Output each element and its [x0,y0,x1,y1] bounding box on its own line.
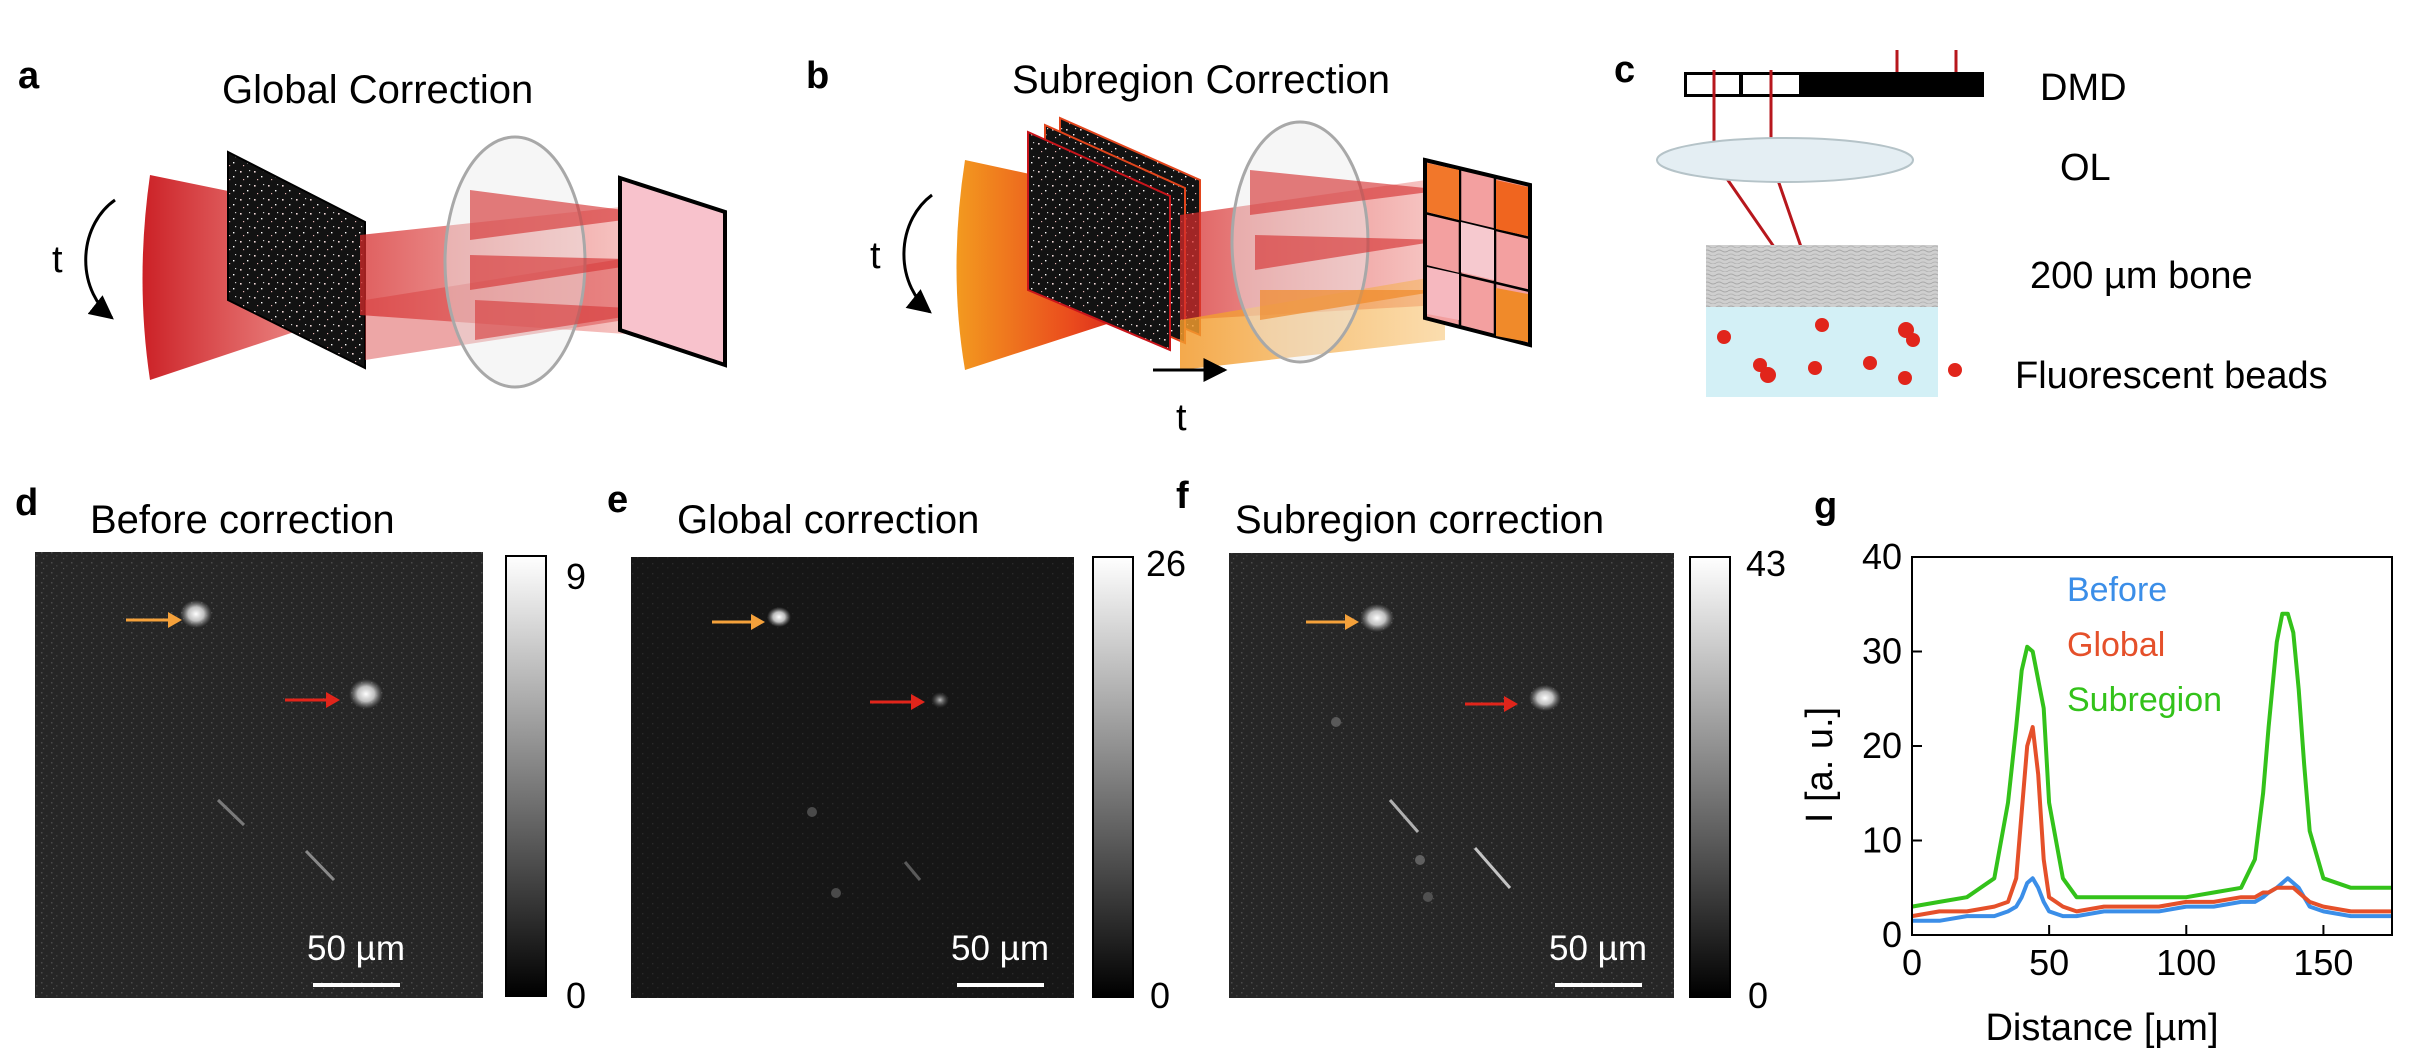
y-axis-label: I [a. u.] [1799,707,1841,823]
rotation-arrow [84,198,116,320]
x-tick-label: 0 [1902,942,1922,983]
panel-a-title: Global Correction [222,68,533,112]
red-arrowhead [1504,696,1518,712]
legend: Before Global Subregion [2067,571,2222,719]
colorbar [1092,556,1134,998]
panel-label-e: e [607,479,628,521]
series-line-global [1911,725,2392,919]
panel-label-c: c [1614,49,1635,91]
x-tick-label: 150 [2293,942,2353,983]
colorbar-max: 26 [1146,543,1186,584]
slm-mask-stack [1027,130,1171,352]
focus-cone [1250,170,1445,215]
orange-arrowhead [168,612,182,628]
series-layer [1911,611,2392,923]
beads-label: Fluorescent beads [2015,355,2328,397]
time-label: t [52,239,63,281]
ol-label: OL [2060,147,2111,189]
panel-a: a Global Correction t [18,55,727,389]
orange-arrowhead [1345,614,1359,630]
image-title: Subregion correction [1235,498,1604,542]
y-tick-label: 10 [1862,820,1902,861]
panel-d: d Before correction 50 µm 9 0 [15,482,586,1016]
red-arrowhead [326,692,340,708]
panel-g: g 0 50 100 150 0 10 20 30 40 Before Global Subre… [1799,485,2393,1049]
legend-before: Before [2067,571,2167,609]
panel-label-g: g [1814,485,1837,527]
panel-b-title: Subregion Correction [1012,58,1390,102]
colorbar-min: 0 [1748,975,1768,1016]
panel-b: b Subregion Correction t t [806,55,1532,439]
image-title: Before correction [90,498,395,542]
line-chart: 0 50 100 150 0 10 20 30 40 Before Global Subregi… [1799,536,2393,1049]
y-tick-label: 0 [1882,914,1902,955]
scale-bar-label: 50 µm [951,929,1049,968]
dmd-label: DMD [2040,67,2127,109]
legend-global: Global [2067,626,2165,664]
fluorescent-beads [1717,318,1962,385]
panel-label-b: b [806,55,829,97]
panel-c: c DMD OL 200 µm bone Fluorescent beads [1614,49,2328,397]
x-tick-label: 50 [2029,942,2069,983]
subregion-grid [1423,157,1532,348]
image-features [1331,604,1561,902]
panel-e: e Global correction 50 µm 26 0 [607,479,1186,1016]
y-tick-label: 30 [1862,631,1902,672]
microscopy-image [631,557,1074,998]
series-line-subregion [1911,611,2392,909]
legend-subregion: Subregion [2067,681,2222,719]
y-tick-label: 20 [1862,725,1902,766]
plot-frame [1911,556,2393,936]
bone-label: 200 µm bone [2030,255,2253,297]
colorbar [1689,556,1731,998]
focus-cone [470,190,662,240]
colorbar-min: 0 [566,975,586,1016]
ticks-layer: 0 50 100 150 0 10 20 30 40 [1862,536,2354,983]
scale-bar-label: 50 µm [307,929,405,968]
focus-cone [1260,290,1445,320]
slm-mask [227,150,366,370]
colorbar-max: 43 [1746,543,1786,584]
axes-layer [1911,556,2393,936]
panel-label-f: f [1176,475,1189,517]
colorbar [505,555,547,997]
x-tick-label: 100 [2156,942,2216,983]
orange-arrowhead [751,614,765,630]
red-arrowhead [911,694,925,710]
y-tick-label: 40 [1862,536,1902,577]
rotation-arrow [902,193,933,314]
time-label: t [870,235,881,277]
image-plane [618,175,727,368]
microscopy-image [1229,553,1674,998]
image-features [767,607,949,898]
time-label-2: t [1176,397,1187,439]
focus-cone [1255,235,1445,270]
bone-layer [1706,245,1938,307]
panel-label-a: a [18,55,40,97]
image-title: Global correction [677,498,979,542]
dmd [1684,72,1984,97]
microscopy-image [35,552,483,998]
colorbar-min: 0 [1150,975,1170,1016]
panel-label-d: d [15,482,38,524]
panel-f: f Subregion correction 50 µm 43 0 [1176,475,1786,1016]
objective-lens-ol [1656,137,1914,183]
scale-bar-label: 50 µm [1549,929,1647,968]
image-features [180,600,383,882]
colorbar-max: 9 [566,556,586,597]
x-axis-label: Distance [µm] [1985,1007,2218,1049]
